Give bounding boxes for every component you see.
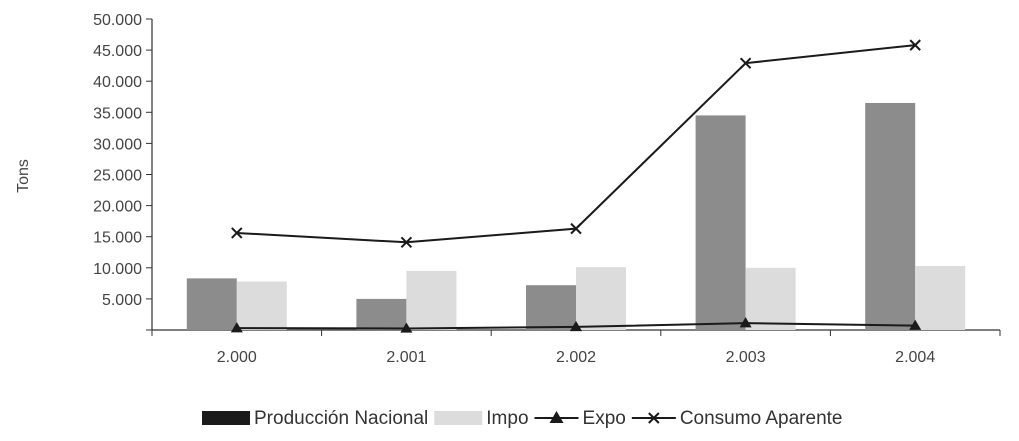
x-tick-label: 2.003 xyxy=(726,349,766,366)
legend-label: Producción Nacional xyxy=(254,408,428,429)
point-consumo-aparente xyxy=(231,227,243,239)
point-expo xyxy=(230,322,243,333)
y-tick-label: 35.000 xyxy=(93,105,142,122)
point-expo xyxy=(909,319,922,330)
legend-marker xyxy=(648,412,660,424)
bar-impo xyxy=(576,267,626,330)
y-tick-label: 20.000 xyxy=(93,199,142,216)
point-expo xyxy=(400,322,413,333)
x-tick-label: 2.002 xyxy=(556,349,596,366)
y-tick-label: 50.000 xyxy=(93,12,142,29)
bar-impo xyxy=(406,270,457,330)
legend-swatch xyxy=(202,411,250,425)
legend-label: Consumo Aparente xyxy=(680,408,843,429)
bar-impo xyxy=(915,265,966,330)
y-tick-label: 5.000 xyxy=(102,292,142,309)
legend-marker xyxy=(549,411,564,423)
legend-label: Expo xyxy=(583,408,626,429)
y-tick-label: 40.000 xyxy=(93,74,142,91)
y-axis-title: Tons xyxy=(15,159,32,193)
y-tick-label: 15.000 xyxy=(93,230,142,247)
bar-produccion-nacional xyxy=(865,102,916,330)
x-tick-label: 2.000 xyxy=(217,349,257,366)
line-x xyxy=(236,44,916,244)
bar-produccion-nacional xyxy=(356,298,407,330)
point-consumo-aparente xyxy=(909,39,921,51)
x-tick-label: 2.001 xyxy=(386,349,426,366)
y-tick-label: 10.000 xyxy=(93,261,142,278)
legend: Producción Nacional Impo Expo Consumo Apare… xyxy=(202,408,843,429)
legend-label: Impo xyxy=(486,408,528,429)
bar-impo xyxy=(745,267,796,330)
bar-produccion-nacional xyxy=(526,285,576,330)
bar-impo xyxy=(236,281,287,330)
point-expo xyxy=(570,320,582,332)
point-consumo-aparente xyxy=(739,57,752,69)
legend-swatch xyxy=(434,411,483,425)
point-expo xyxy=(739,317,752,328)
y-tick-label: 30.000 xyxy=(93,136,142,153)
point-consumo-aparente xyxy=(400,236,413,249)
bar-produccion-nacional xyxy=(186,278,237,330)
point-consumo-aparente xyxy=(570,222,582,235)
y-tick-label: 25.000 xyxy=(93,168,142,185)
y-tick-label: 45.000 xyxy=(93,43,142,60)
x-tick-label: 2.004 xyxy=(895,349,935,366)
plot-area: 5.000 10.000 15.000 20.000 25.000 30.000 35.00… xyxy=(93,12,1001,366)
bar-produccion-nacional xyxy=(695,115,746,330)
